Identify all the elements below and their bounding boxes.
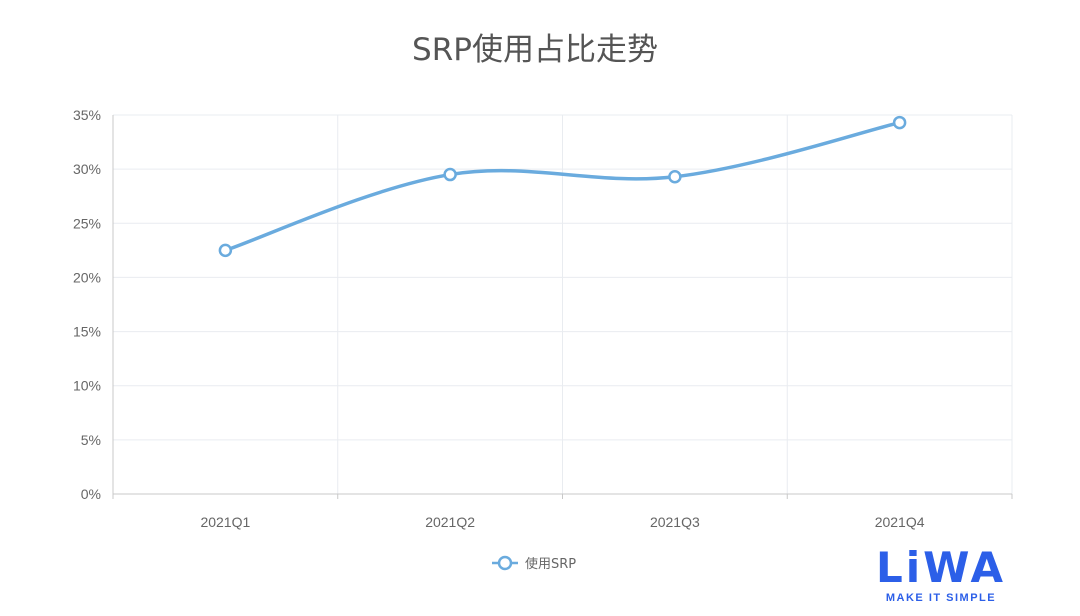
y-tick-label: 10% [73, 378, 101, 394]
x-tick-label: 2021Q4 [875, 514, 925, 530]
x-tick-label: 2021Q3 [650, 514, 700, 530]
logo-wordmark: LiWA [875, 543, 1007, 592]
axes [112, 115, 1013, 499]
data-point[interactable] [892, 115, 907, 130]
x-axis-ticks: 2021Q1 2021Q2 2021Q3 2021Q4 [200, 514, 924, 530]
data-point[interactable] [218, 243, 233, 258]
y-tick-label: 30% [73, 161, 101, 177]
y-tick-label: 35% [73, 107, 101, 123]
data-point[interactable] [443, 167, 457, 182]
y-tick-label: 0% [81, 486, 101, 502]
liwa-logo: LiWA MAKE IT SIMPLE [856, 546, 1026, 610]
grid [113, 114, 1013, 494]
logo-tagline: MAKE IT SIMPLE [885, 592, 997, 604]
y-tick-label: 15% [73, 324, 101, 340]
y-tick-label: 20% [73, 269, 101, 285]
series-layer [218, 115, 907, 258]
chart-title: SRP使用占比走势 [412, 32, 658, 68]
x-tick-label: 2021Q2 [425, 514, 475, 530]
y-axis-ticks: 0% 5% 10% 15% 20% 25% 30% 35% [73, 107, 101, 502]
x-tick-label: 2021Q1 [200, 514, 250, 530]
data-point[interactable] [668, 169, 682, 184]
y-tick-label: 5% [81, 432, 101, 448]
legend[interactable]: 使用SRP [492, 555, 576, 572]
y-tick-label: 25% [73, 215, 101, 231]
series-line [223, 120, 902, 253]
legend-marker [497, 555, 513, 571]
legend-label[interactable]: 使用SRP [525, 556, 576, 572]
